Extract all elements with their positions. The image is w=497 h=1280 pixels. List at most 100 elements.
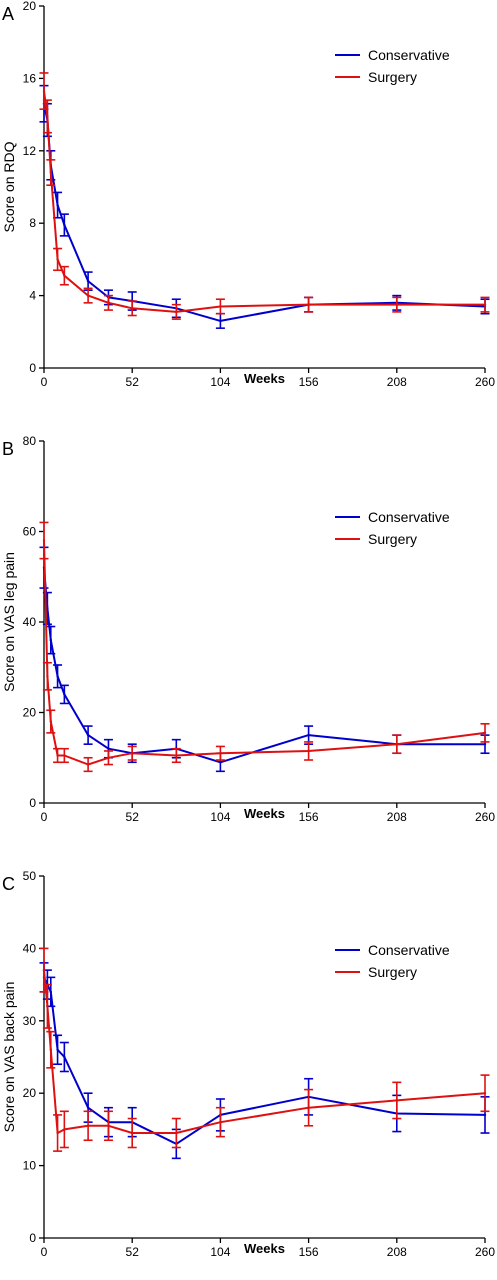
data-point (86, 733, 90, 737)
chart-panel-b: B 0 20 40 60 80 0 52 104 156 208 260 Weeks Score on V… (1, 434, 495, 824)
data-point (49, 171, 52, 174)
data-point (56, 675, 59, 678)
data-point (42, 89, 46, 93)
data-point (175, 1131, 178, 1135)
panel-letter: B (2, 439, 14, 459)
x-tick-label: 52 (126, 810, 140, 824)
data-point (56, 1048, 59, 1051)
x-axis-title: Weeks (244, 1241, 285, 1256)
y-axis-title: Score on VAS back pain (1, 982, 17, 1133)
series-line (43, 970, 486, 1134)
data-point (307, 1106, 310, 1109)
x-tick-label: 104 (210, 375, 230, 389)
data-point (307, 749, 310, 753)
data-point (131, 307, 134, 310)
data-point (63, 693, 66, 696)
x-tick-label: 208 (387, 810, 407, 824)
y-tick-label: 20 (23, 706, 37, 720)
data-point (307, 303, 310, 306)
x-tick-label: 156 (299, 375, 319, 389)
data-point (483, 742, 487, 746)
legend-label: Conservative (368, 47, 450, 63)
data-point (131, 752, 134, 755)
x-tick-label: 156 (299, 1245, 319, 1259)
data-point (395, 742, 398, 746)
series-surgery (39, 72, 490, 320)
data-point (86, 1106, 90, 1109)
data-point (56, 754, 59, 757)
data-point (49, 638, 52, 642)
legend-label: Conservative (368, 509, 450, 525)
panel-letter: A (2, 4, 14, 24)
data-point (56, 203, 59, 207)
data-point (49, 720, 52, 723)
legend-label: Surgery (368, 69, 417, 85)
data-point (483, 1113, 487, 1117)
data-point (107, 756, 110, 759)
series-line (43, 976, 486, 1145)
panel-letter: C (2, 874, 15, 894)
chart-panel-a: A 0 4 8 12 16 20 0 52 104 156 208 260 Weeks Score on R… (1, 0, 495, 389)
series-surgery (39, 947, 490, 1152)
data-point (219, 1120, 222, 1124)
series-conservative (39, 546, 490, 773)
x-tick-label: 104 (210, 1245, 230, 1259)
data-point (56, 1131, 59, 1135)
y-tick-label: 12 (23, 144, 37, 158)
data-point (483, 731, 487, 735)
series-line (43, 540, 486, 766)
y-tick-label: 20 (23, 0, 37, 13)
series-surgery (39, 521, 490, 773)
x-tick-label: 0 (41, 810, 48, 824)
x-tick-label: 260 (475, 810, 495, 824)
x-tick-label: 156 (299, 810, 319, 824)
data-point (42, 968, 46, 972)
data-point (63, 754, 66, 757)
data-point (86, 294, 90, 297)
data-point (46, 607, 49, 610)
y-tick-label: 50 (23, 869, 37, 883)
data-point (63, 1055, 66, 1059)
x-tick-label: 52 (126, 1245, 140, 1259)
series-line (43, 90, 485, 313)
data-point (175, 310, 178, 314)
data-point (63, 274, 66, 277)
y-tick-label: 0 (29, 361, 36, 375)
data-point (86, 279, 90, 283)
data-point (131, 1131, 134, 1135)
data-point (56, 258, 59, 261)
x-tick-label: 0 (41, 1245, 48, 1259)
data-point (395, 1099, 398, 1102)
chart-panel-c: C 0 10 20 30 40 50 0 52 104 156 208 260 Weeks Score on… (1, 869, 495, 1259)
data-point (219, 305, 222, 308)
data-point (63, 1128, 66, 1131)
x-tick-label: 104 (210, 810, 230, 824)
x-axis-title: Weeks (244, 806, 285, 821)
data-point (86, 763, 90, 766)
data-point (46, 1005, 49, 1008)
series-conservative (39, 962, 490, 1160)
series-line (43, 103, 486, 322)
y-tick-label: 60 (23, 525, 37, 539)
y-tick-label: 8 (29, 216, 36, 230)
data-point (175, 754, 178, 757)
data-point (46, 675, 49, 678)
x-tick-label: 260 (475, 375, 495, 389)
data-point (219, 319, 222, 323)
data-point (46, 115, 49, 118)
x-tick-label: 52 (126, 375, 140, 389)
data-point (107, 747, 110, 750)
y-tick-label: 0 (29, 796, 36, 810)
y-tick-label: 20 (23, 1086, 37, 1100)
y-axis-title: Score on RDQ (1, 141, 17, 232)
y-tick-label: 30 (23, 1014, 37, 1028)
data-point (219, 761, 222, 764)
y-tick-label: 80 (23, 434, 37, 448)
data-point (107, 1124, 110, 1127)
y-tick-label: 4 (29, 289, 36, 303)
series-line (43, 567, 485, 764)
data-point (483, 1092, 487, 1095)
y-axis-title: Score on VAS leg pain (1, 552, 17, 692)
legend-label: Conservative (368, 942, 450, 958)
